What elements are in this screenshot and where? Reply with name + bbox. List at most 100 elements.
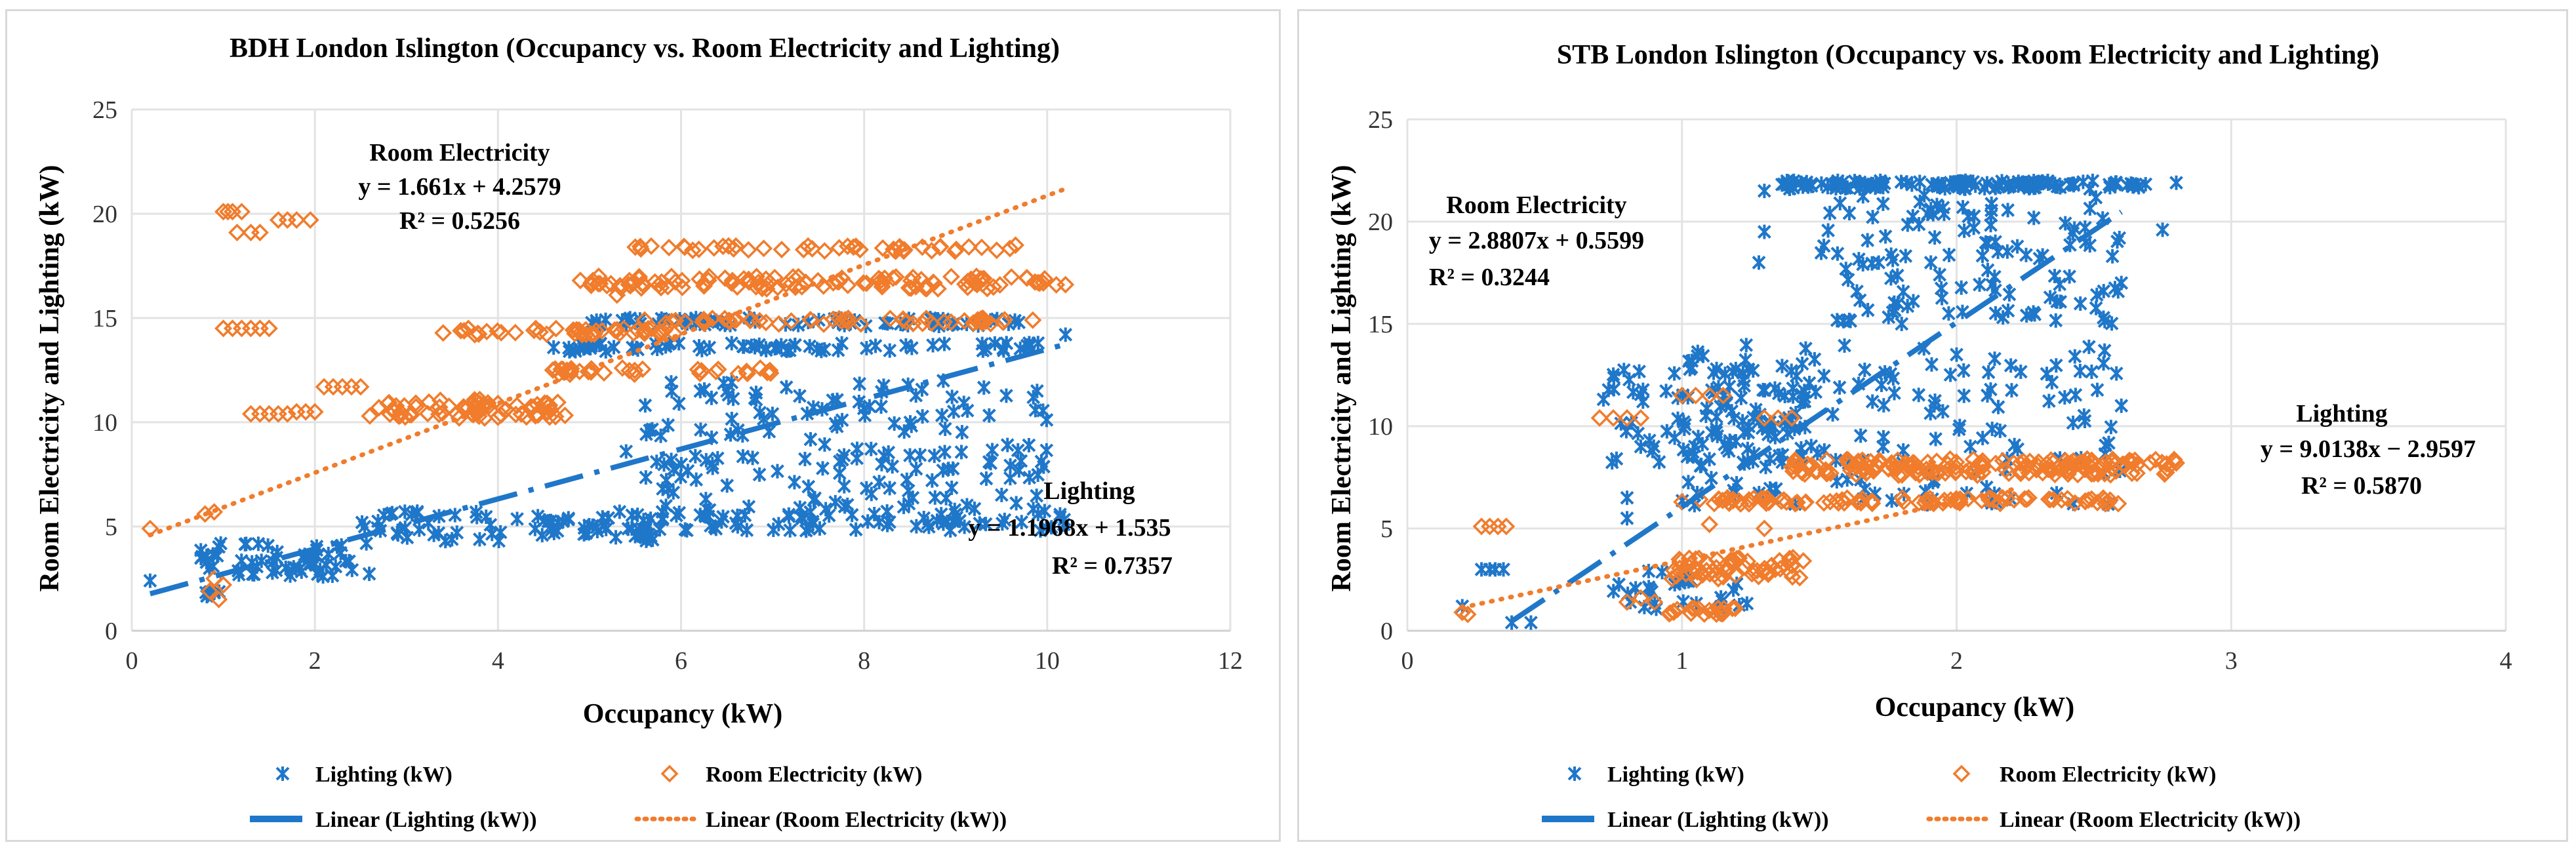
lighting-point <box>2120 178 2135 193</box>
lighting-point <box>1797 384 1811 399</box>
y-tick-label: 25 <box>92 96 117 124</box>
lighting-point <box>736 449 750 464</box>
lighting-point <box>1884 247 1899 262</box>
lighting-point <box>947 513 961 528</box>
lighting-point <box>1950 347 1963 362</box>
room-electricity-point <box>656 314 675 332</box>
lighting-point <box>816 461 830 476</box>
room-electricity-point <box>2040 490 2058 508</box>
lighting-trend-label: Lighting <box>1043 477 1135 505</box>
room-electricity-point <box>1858 463 1876 481</box>
room-electricity-point <box>562 363 580 381</box>
lighting-point <box>1015 515 1029 530</box>
room-electricity-point <box>1682 604 1701 622</box>
lighting-point <box>982 408 996 423</box>
room-electricity-point <box>205 503 224 521</box>
room-electricity-point <box>1833 490 1851 509</box>
lighting-point <box>2090 382 2104 397</box>
lighting-point <box>2068 388 2083 403</box>
lighting-point <box>427 527 441 542</box>
lighting-point <box>639 470 653 485</box>
room-electricity-point <box>1002 268 1020 287</box>
room-electricity-point <box>1590 409 1609 427</box>
room-electricity-point <box>914 314 932 332</box>
room-electricity-point <box>1001 239 1019 258</box>
room-electricity-point <box>904 268 922 287</box>
lighting-point <box>2084 365 2099 380</box>
lighting-point <box>807 492 821 507</box>
room-electricity-point <box>1755 409 1773 427</box>
room-electricity-point <box>260 405 278 423</box>
lighting-point <box>1934 281 1948 296</box>
lighting-trend-equation: y = 9.0138x − 2.9597 <box>2261 435 2476 463</box>
room-electricity-point <box>471 390 489 408</box>
room-electricity-point <box>959 278 976 296</box>
axes: 0 5 10 15 20 25 0 1 2 3 4 <box>1368 106 2512 675</box>
lighting-point <box>1901 298 1915 313</box>
lighting-point <box>837 479 851 494</box>
legend-room-marker <box>660 765 679 783</box>
room-electricity-point <box>832 311 851 330</box>
lighting-point <box>643 423 657 438</box>
lighting-point <box>1691 429 1705 445</box>
lighting-point <box>1973 277 1986 292</box>
room-electricity-point <box>2156 465 2174 483</box>
lighting-point <box>1737 378 1752 393</box>
lighting-point <box>1804 178 1819 193</box>
room-electricity-point <box>1723 555 1742 573</box>
room-electricity-point <box>614 319 633 338</box>
lighting-point <box>1925 177 1939 192</box>
lighting-point <box>1887 386 1901 401</box>
room-electricity-point <box>260 319 278 338</box>
lighting-point <box>925 473 939 488</box>
lighting-point <box>738 507 752 523</box>
lighting-point <box>1991 399 2005 414</box>
lighting-trendline <box>1510 209 2123 624</box>
lighting-point <box>1022 470 1037 485</box>
lighting-point <box>469 505 483 520</box>
lighting-point <box>1856 189 1870 204</box>
lighting-point <box>1975 249 1990 264</box>
lighting-point <box>883 481 897 496</box>
lighting-point <box>868 338 883 353</box>
lighting-point <box>1031 336 1045 351</box>
lighting-point <box>2005 383 2019 398</box>
lighting-point <box>1012 315 1026 330</box>
room-electricity-point <box>2034 464 2052 482</box>
gridlines <box>131 108 1232 632</box>
room-electricity-point <box>492 323 510 342</box>
lighting-point <box>678 522 693 537</box>
room-electricity-point <box>2076 492 2095 511</box>
lighting-point <box>2089 300 2103 315</box>
lighting-point <box>1795 356 1809 371</box>
lighting-point <box>818 437 832 452</box>
lighting-point <box>1876 196 1890 211</box>
room-electricity-point <box>839 276 857 294</box>
room-electricity-point <box>662 312 681 330</box>
room-electricity-point <box>624 324 643 342</box>
room-electricity-point <box>694 275 713 293</box>
lighting-point <box>1957 223 1971 238</box>
room-electricity-point <box>2030 453 2047 471</box>
lighting-point <box>1058 327 1073 342</box>
lighting-point <box>2139 176 2153 191</box>
lighting-point <box>1830 313 1844 328</box>
lighting-point <box>748 391 762 406</box>
room-electricity-point <box>755 239 773 258</box>
room-electricity-point <box>2127 464 2146 483</box>
lighting-point <box>385 506 399 521</box>
lighting-point <box>493 525 508 540</box>
room-electricity-point <box>1687 570 1706 589</box>
lighting-point <box>2002 180 2016 195</box>
lighting-point <box>672 396 686 411</box>
lighting-point <box>864 441 878 456</box>
lighting-point <box>752 467 767 482</box>
lighting-point <box>850 450 864 466</box>
lighting-point <box>2097 356 2110 371</box>
lighting-point <box>1634 439 1648 454</box>
lighting-point <box>1838 338 1851 353</box>
room-electricity-point <box>251 405 269 423</box>
lighting-point <box>1865 394 1880 409</box>
lighting-point <box>1725 365 1740 380</box>
lighting-point <box>802 521 816 536</box>
